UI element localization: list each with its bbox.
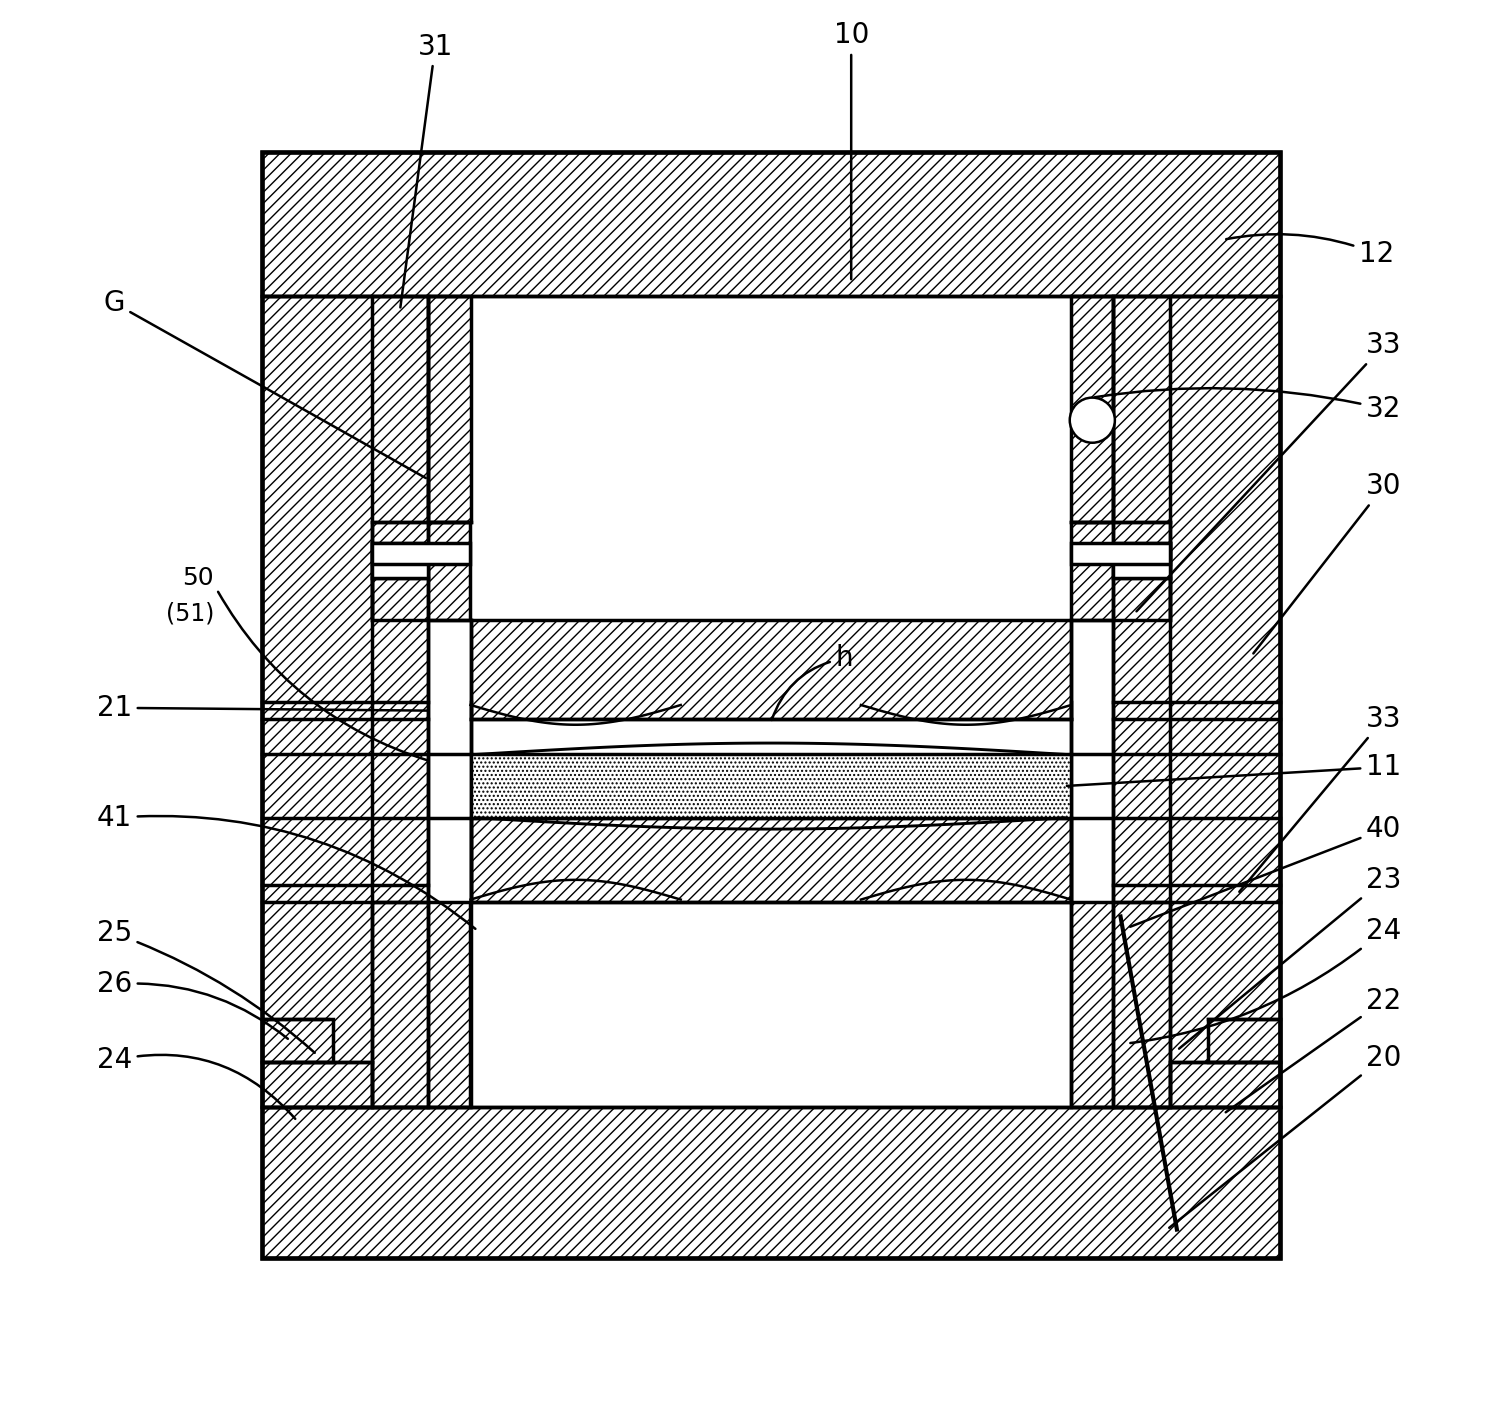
Text: 50: 50 (182, 565, 214, 591)
Bar (262, 1019, 333, 1062)
Text: 20: 20 (1169, 1043, 1401, 1228)
Bar (262, 1062, 372, 1107)
Text: 24: 24 (1130, 916, 1401, 1043)
Bar (372, 522, 471, 620)
Text: 30: 30 (1254, 472, 1401, 653)
Bar (262, 296, 429, 1107)
Text: 25: 25 (96, 919, 315, 1053)
Bar (1072, 902, 1169, 1107)
Circle shape (1070, 398, 1115, 443)
Text: 10: 10 (834, 21, 868, 279)
Bar (1072, 296, 1114, 522)
Bar (262, 152, 1279, 296)
Text: G: G (104, 289, 426, 478)
Bar (429, 296, 471, 522)
Bar (262, 1107, 1279, 1258)
Bar (372, 902, 471, 1107)
Text: 41: 41 (96, 804, 476, 929)
Text: 40: 40 (1130, 815, 1401, 926)
Bar (262, 152, 1279, 1258)
Bar (262, 1107, 1279, 1258)
Bar (372, 543, 471, 564)
Bar (1209, 1019, 1279, 1062)
Text: 33: 33 (1136, 331, 1401, 612)
Text: (51): (51) (166, 601, 214, 626)
Bar (1114, 296, 1279, 1107)
Bar (429, 296, 471, 522)
Bar (1169, 1062, 1279, 1107)
Bar (471, 620, 1072, 719)
Bar (1072, 522, 1169, 620)
Text: 21: 21 (96, 694, 429, 722)
Text: 32: 32 (1096, 388, 1401, 423)
Bar (372, 902, 471, 1107)
Text: 31: 31 (400, 32, 453, 307)
Text: h: h (772, 644, 853, 721)
Bar (471, 818, 1072, 902)
Bar (1114, 543, 1169, 578)
Bar (372, 543, 429, 578)
Text: 12: 12 (1227, 234, 1394, 268)
Bar (1114, 296, 1279, 1107)
Bar (1072, 296, 1114, 522)
Text: 23: 23 (1178, 866, 1401, 1049)
Bar (1209, 1019, 1279, 1062)
Bar (471, 754, 1072, 818)
Bar (471, 818, 1072, 902)
Bar (1072, 543, 1169, 564)
Text: 11: 11 (1067, 753, 1401, 785)
Bar (471, 620, 1072, 719)
Text: 22: 22 (1225, 987, 1401, 1112)
Bar (1072, 902, 1169, 1107)
Bar (262, 296, 429, 1107)
Text: 33: 33 (1239, 705, 1401, 891)
Bar (1072, 522, 1169, 620)
Text: 24: 24 (96, 1046, 295, 1120)
Bar (372, 522, 471, 620)
Bar (262, 1019, 333, 1062)
Bar (262, 152, 1279, 296)
Text: 26: 26 (96, 970, 287, 1039)
Bar (1169, 1062, 1279, 1107)
Bar (262, 1062, 372, 1107)
